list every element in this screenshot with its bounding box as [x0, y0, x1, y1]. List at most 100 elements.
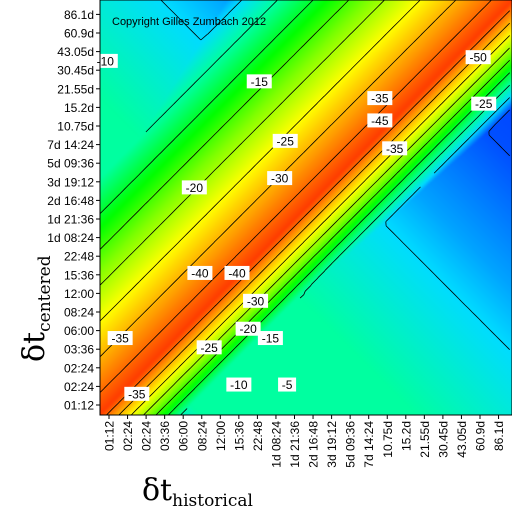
x-axis-subscript: historical [172, 491, 253, 511]
contour-label-text: -40 [228, 266, 246, 280]
x-tick-label: 21.55d [418, 421, 432, 458]
contour-label-background [367, 91, 393, 106]
contour-label-background [267, 171, 293, 186]
x-tick-label: 2d 16:48 [307, 421, 321, 468]
contour-label: -35 [367, 91, 393, 106]
y-tick-label: 02:24 [64, 361, 94, 375]
contour-label-text: -50 [469, 51, 487, 65]
y-tick-label: 2d 16:48 [47, 194, 94, 208]
contour-label: -30 [267, 171, 293, 186]
contour-label: -35 [124, 386, 150, 401]
y-tick-label: 08:24 [64, 306, 94, 320]
contour-label-text: -45 [371, 114, 389, 128]
svg-text:δthistorical: δthistorical [142, 473, 253, 511]
x-tick-label: 30.45d [436, 421, 450, 458]
contour-label-background [181, 180, 207, 195]
y-tick-label: 7d 14:24 [47, 138, 94, 152]
contour-label: -25 [471, 96, 497, 111]
contour-line-10 [100, 0, 510, 415]
contour-label: -5 [278, 377, 297, 392]
contour-label: -45 [367, 113, 393, 128]
contour-label-text: -30 [247, 294, 265, 308]
contour-label-background [465, 50, 491, 65]
contour-label: -35 [382, 141, 408, 156]
x-tick-label: 10.75d [381, 421, 395, 458]
contour-label: -25 [196, 340, 222, 355]
svg-text:δtcentered: δtcentered [17, 255, 55, 362]
contour-label-text: -35 [371, 92, 389, 106]
contour-label-text: -10 [230, 378, 248, 392]
y-tick-label: 10.75d [57, 120, 94, 134]
contour-label-text: -15 [262, 332, 280, 346]
contour-label-text: -5 [282, 378, 293, 392]
contour-label-text: -25 [200, 341, 218, 355]
y-tick-label: 5d 09:36 [47, 157, 94, 171]
y-tick-label: 12:00 [64, 287, 94, 301]
x-tick-label: 5d 09:36 [344, 421, 358, 468]
copyright-notice: Copyright Gilles Zumbach 2012 [112, 16, 266, 28]
contour-label-background [382, 141, 408, 156]
x-tick-label: 86.1d [492, 421, 506, 451]
contour-label-text: -35 [386, 142, 404, 156]
contour-label: -10 [226, 377, 252, 392]
x-tick-label: 06:00 [177, 421, 191, 451]
contour-label-background [278, 377, 297, 392]
contour-label-background [235, 321, 261, 336]
y-tick-label: 03:36 [64, 343, 94, 357]
x-tick-label: 1d 21:36 [288, 421, 302, 468]
y-tick-label: 02:24 [64, 380, 94, 394]
contour-label-text: -20 [186, 181, 204, 195]
contour-label-background [257, 331, 283, 346]
contour-label: -40 [224, 265, 250, 280]
contour-label-background [124, 386, 150, 401]
y-tick-label: 22:48 [64, 250, 94, 264]
contour-labels: -10-15-20-25-30-35-45-35-25-50-40 -40-30-… [92, 50, 497, 401]
y-tick-label: 06:00 [64, 324, 94, 338]
contour-label-background [243, 293, 269, 308]
contour-label-background [187, 265, 213, 280]
y-tick-label: 3d 19:12 [47, 175, 94, 189]
y-tick-label: 1d 08:24 [47, 231, 94, 245]
contour-label-text: -15 [251, 75, 269, 89]
y-axis-subscript: centered [35, 255, 55, 332]
x-tick-label: 02:24 [121, 421, 135, 451]
contour-label-background [92, 53, 118, 68]
plot-frame [99, 0, 512, 416]
x-tick-label: 7d 14:24 [362, 421, 376, 468]
contour-label-background [226, 377, 252, 392]
contour-label-background [471, 96, 497, 111]
x-tick-label: 15.2d [399, 421, 413, 451]
contour-label-text: -20 [239, 322, 257, 336]
x-tick-label: 03:36 [158, 421, 172, 451]
x-tick-label: 15:36 [232, 421, 246, 451]
x-tick-label: 12:00 [214, 421, 228, 451]
contour-label-text: -30 [271, 172, 289, 186]
x-tick-label: 3d 19:12 [325, 421, 339, 468]
x-tick-label: 60.9d [474, 421, 488, 451]
y-tick-label: 15.2d [64, 101, 94, 115]
y-axis-title: δtcentered [17, 255, 55, 362]
y-axis-symbol: δt [17, 332, 52, 362]
contour-line-45 [160, 0, 510, 350]
contour-label: -20 [235, 321, 261, 336]
x-axis-symbol: δt [142, 473, 172, 508]
contour-label-background [272, 133, 298, 148]
contour-label: -10 [92, 53, 118, 68]
x-tick-label: 01:12 [103, 421, 117, 451]
x-tick-label: 22:48 [251, 421, 265, 451]
contour-label-text: -35 [128, 387, 146, 401]
x-tick-label: 08:24 [195, 421, 209, 451]
y-tick-label: 1d 21:36 [47, 213, 94, 227]
contour-label-text: -40 [191, 266, 209, 280]
y-tick-label: 30.45d [57, 64, 94, 78]
y-tick-label: 15:36 [64, 268, 94, 282]
contour-label-background [107, 331, 133, 346]
contour-label: -50 [465, 50, 491, 65]
y-tick-label: 60.9d [64, 27, 94, 41]
x-tick-label: 1d 08:24 [269, 421, 283, 468]
contour-label-background [367, 113, 393, 128]
y-tick-label: 86.1d [64, 8, 94, 22]
contour-label: -35 [107, 331, 133, 346]
contour-label-text: -10 [97, 54, 115, 68]
